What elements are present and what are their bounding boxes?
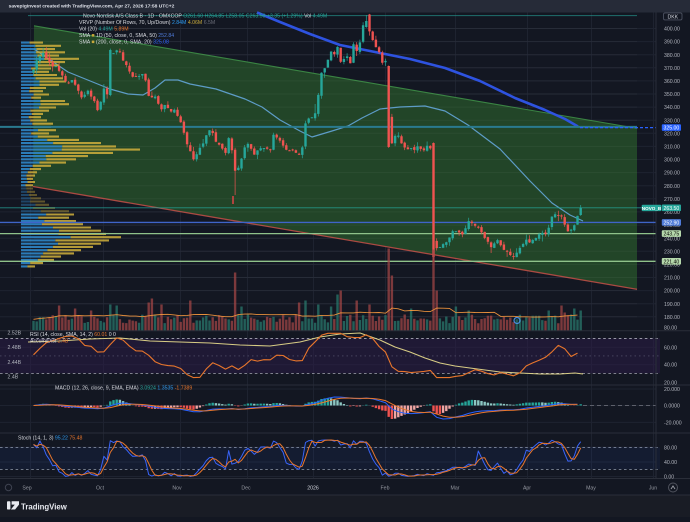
svg-text:330.00: 330.00 — [664, 118, 680, 124]
svg-text:190.00: 190.00 — [664, 302, 680, 308]
svg-text:2.52B: 2.52B — [8, 331, 22, 337]
svg-text:325.00: 325.00 — [663, 126, 679, 132]
svg-text:2026: 2026 — [307, 486, 319, 492]
svg-text:RSI (14, close, SMA, 14, 2) 60: RSI (14, close, SMA, 14, 2) 60.01 0 0 — [30, 332, 116, 338]
svg-text:-20.000: -20.000 — [664, 421, 682, 427]
svg-text:20.00: 20.00 — [664, 380, 677, 386]
svg-text:2.44B: 2.44B — [8, 360, 22, 366]
svg-text:Stoch (14, 1, 3) 95.22 75.48: Stoch (14, 1, 3) 95.22 75.48 — [18, 436, 82, 442]
svg-text:260.00: 260.00 — [664, 210, 680, 216]
svg-text:221.40: 221.40 — [663, 259, 679, 265]
svg-text:Accum/Dist 2.4B: Accum/Dist 2.4B — [30, 338, 69, 344]
svg-text:210.00: 210.00 — [664, 276, 680, 282]
svg-text:243.75: 243.75 — [663, 232, 679, 238]
svg-text:Oct: Oct — [96, 486, 105, 492]
svg-text:Feb: Feb — [381, 486, 390, 492]
svg-text:Jun: Jun — [649, 486, 657, 492]
svg-text:0.0000: 0.0000 — [664, 404, 680, 410]
svg-text:DKK: DKK — [667, 14, 678, 20]
svg-text:290.00: 290.00 — [664, 171, 680, 177]
svg-text:180.00: 180.00 — [664, 315, 680, 321]
svg-text:savepiginvest created with Tra: savepiginvest created with TradingView.c… — [9, 3, 175, 9]
svg-text:270.00: 270.00 — [664, 197, 680, 203]
svg-text:2.48B: 2.48B — [8, 345, 22, 351]
svg-text:380.00: 380.00 — [664, 53, 680, 59]
svg-text:20.000: 20.000 — [664, 387, 680, 393]
svg-text:VRVP (Number Of Rows, 70, Up/D: VRVP (Number Of Rows, 70, Up/Down) 2.84M… — [79, 20, 215, 26]
svg-text:370.00: 370.00 — [664, 66, 680, 72]
svg-text:280.00: 280.00 — [664, 184, 680, 190]
svg-text:360.00: 360.00 — [664, 79, 680, 85]
svg-text:310.00: 310.00 — [664, 145, 680, 151]
svg-text:200.00: 200.00 — [664, 289, 680, 295]
svg-text:60.00: 60.00 — [664, 345, 677, 351]
svg-text:340.00: 340.00 — [664, 105, 680, 111]
svg-text:400.00: 400.00 — [664, 27, 680, 33]
svg-text:May: May — [586, 486, 596, 492]
svg-text:Sep: Sep — [22, 486, 31, 492]
svg-text:252.90: 252.90 — [663, 221, 679, 227]
svg-text:220.00: 220.00 — [664, 263, 680, 269]
svg-text:350.00: 350.00 — [664, 92, 680, 98]
svg-text:Vol (20) 4.49M 5.89M: Vol (20) 4.49M 5.89M — [79, 27, 129, 33]
svg-text:Nov: Nov — [172, 486, 182, 492]
svg-text:2.4B: 2.4B — [8, 375, 19, 381]
svg-text:263.50: 263.50 — [663, 206, 679, 212]
svg-text:Dec: Dec — [241, 486, 251, 492]
svg-text:0.00: 0.00 — [664, 475, 674, 481]
svg-text:80.00: 80.00 — [664, 445, 677, 451]
svg-text:Mar: Mar — [451, 486, 460, 492]
svg-text:NOVO_B: NOVO_B — [642, 206, 662, 211]
svg-text:80.00: 80.00 — [664, 326, 677, 332]
svg-text:240.00: 240.00 — [664, 236, 680, 242]
svg-text:390.00: 390.00 — [664, 40, 680, 46]
svg-text:230.00: 230.00 — [664, 249, 680, 255]
svg-text:SMA ■ 1D (50, close, 0, SMA, 5: SMA ■ 1D (50, close, 0, SMA, 50) 252.84 — [79, 33, 174, 39]
svg-text:Apr: Apr — [523, 486, 531, 492]
svg-text:250.00: 250.00 — [664, 223, 680, 229]
svg-text:300.00: 300.00 — [664, 158, 680, 164]
svg-text:MACD (12, 26, close, 9, EMA, E: MACD (12, 26, close, 9, EMA, EMA) 3.0924… — [55, 385, 192, 391]
svg-text:40.00: 40.00 — [664, 363, 677, 369]
svg-text:320.00: 320.00 — [664, 131, 680, 137]
svg-text:Novo Nordisk A/S Class B · 1D: Novo Nordisk A/S Class B · 1D · OMXCOP O… — [83, 14, 327, 20]
svg-text:TradingView: TradingView — [21, 502, 68, 511]
svg-text:40.00: 40.00 — [664, 460, 677, 466]
svg-text:SMA ■ (200, close, 0, SMA, 20): SMA ■ (200, close, 0, SMA, 20) 325.08 — [79, 40, 169, 46]
